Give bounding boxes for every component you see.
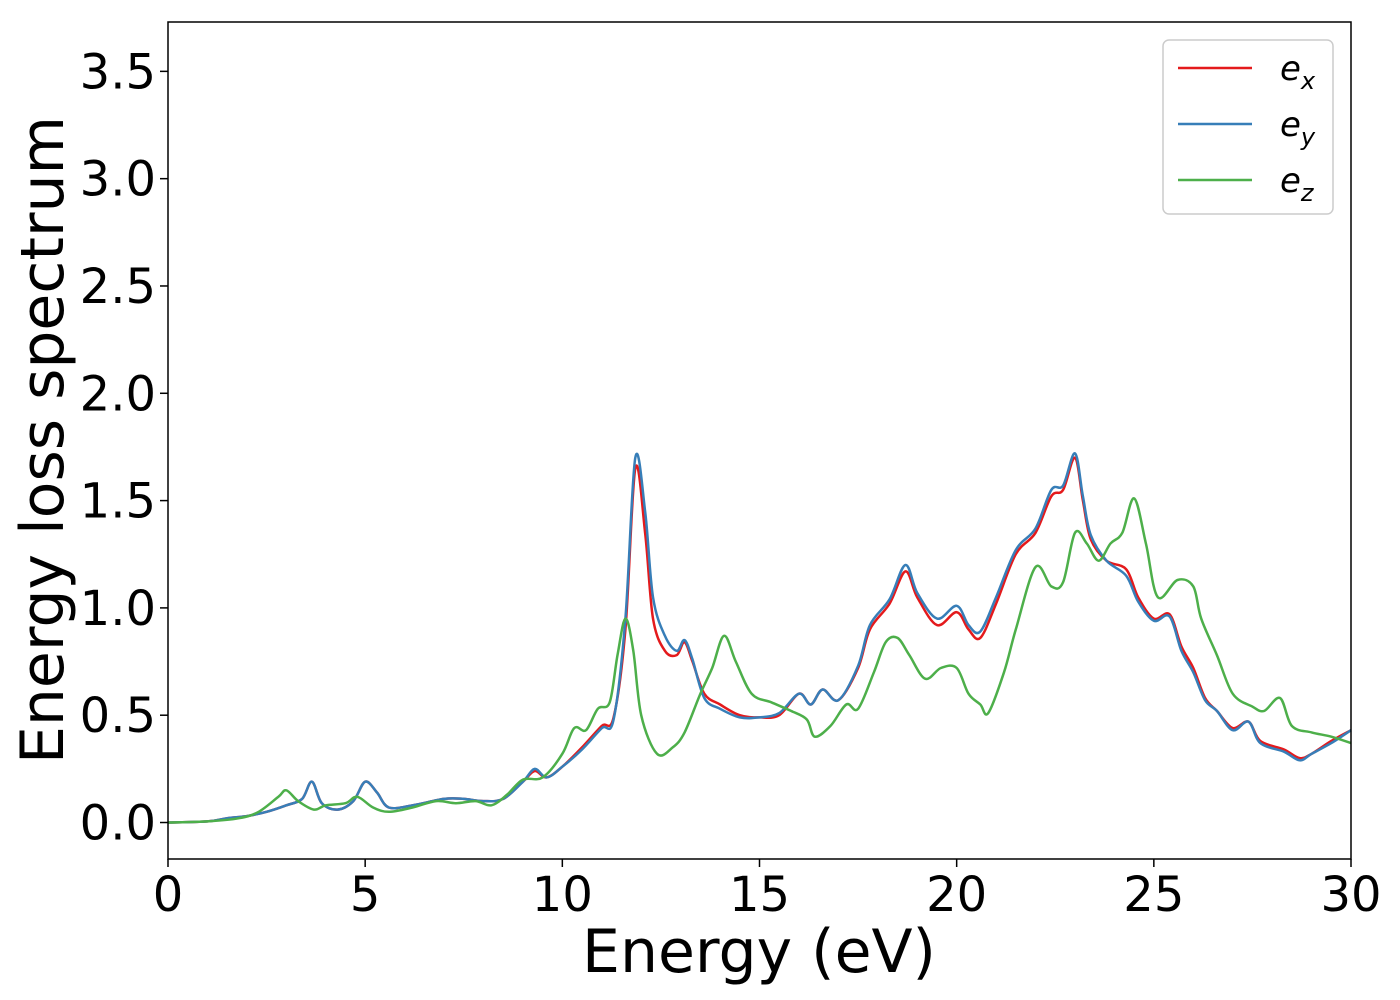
y-tick-label: 2.5 <box>80 259 156 315</box>
y-tick-label: 2.0 <box>80 366 156 422</box>
legend-label: ey <box>1280 105 1316 151</box>
series-line-e-y <box>167 452 1352 824</box>
x-tick-label: 10 <box>532 867 593 923</box>
y-axis-label: Energy loss spectrum <box>8 116 78 764</box>
y-tick-label: 3.5 <box>80 44 156 100</box>
series-line-e-z <box>167 497 1352 824</box>
x-axis-label: Energy (eV) <box>582 917 936 987</box>
legend-box <box>1162 39 1334 215</box>
x-tick-label: 25 <box>1123 867 1184 923</box>
legend: ex ey ez <box>1162 39 1334 215</box>
x-axis-ticks: 0 5 10 15 20 25 30 <box>153 859 1382 923</box>
y-tick-label: 1.0 <box>80 581 156 637</box>
x-tick-label: 15 <box>729 867 790 923</box>
legend-label: ez <box>1280 161 1315 207</box>
legend-label: ex <box>1280 49 1316 95</box>
y-tick-label: 3.0 <box>80 152 156 208</box>
x-tick-label: 20 <box>926 867 987 923</box>
plot-area <box>168 22 1351 859</box>
series-lines <box>167 452 1352 824</box>
x-tick-label: 5 <box>350 867 381 923</box>
y-axis-ticks: 0.0 0.5 1.0 1.5 2.0 2.5 3.0 3.5 <box>80 44 168 852</box>
y-tick-label: 1.5 <box>80 474 156 530</box>
y-tick-label: 0.5 <box>80 688 156 744</box>
x-tick-label: 0 <box>153 867 184 923</box>
x-tick-label: 30 <box>1320 867 1381 923</box>
y-tick-label: 0.0 <box>80 796 156 852</box>
